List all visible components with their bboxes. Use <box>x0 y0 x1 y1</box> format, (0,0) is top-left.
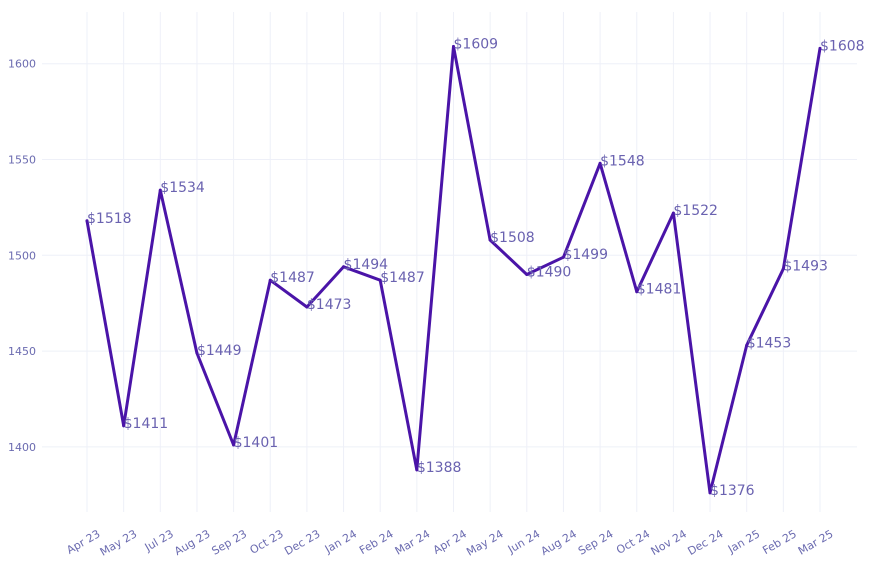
x-tick-label: Aug 24 <box>539 527 579 558</box>
data-point <box>488 238 492 242</box>
data-point <box>598 161 602 165</box>
data-label: $1401 <box>234 435 279 451</box>
x-tick-label: Nov 24 <box>649 527 689 558</box>
data-point <box>122 424 126 428</box>
data-label: $1522 <box>673 203 718 219</box>
y-tick-label: 1500 <box>8 249 36 262</box>
series <box>85 44 822 495</box>
x-tick-label: Oct 23 <box>248 527 286 557</box>
x-tick-label: Feb 25 <box>760 527 799 557</box>
y-tick-label: 1450 <box>8 345 36 358</box>
data-point <box>708 491 712 495</box>
x-tick-label: May 23 <box>98 527 139 558</box>
data-point <box>415 468 419 472</box>
data-point <box>635 290 639 294</box>
data-point <box>195 351 199 355</box>
data-point <box>818 46 822 50</box>
y-tick-label: 1400 <box>8 441 36 454</box>
data-label: $1609 <box>454 36 499 52</box>
data-label: $1487 <box>270 270 315 286</box>
data-label: $1508 <box>490 230 535 246</box>
data-point <box>342 265 346 269</box>
data-label: $1473 <box>307 297 352 313</box>
data-label: $1487 <box>380 270 425 286</box>
x-tick-label: Feb 24 <box>357 527 396 557</box>
data-point <box>378 278 382 282</box>
x-tick-label: Dec 23 <box>282 527 322 558</box>
y-tick-label: 1550 <box>8 154 36 167</box>
x-tick-label: Jan 24 <box>322 527 359 556</box>
data-point <box>85 219 89 223</box>
data-label: $1449 <box>197 343 242 359</box>
data-point <box>561 255 565 259</box>
data-point <box>268 278 272 282</box>
x-tick-label: Sep 24 <box>576 527 616 557</box>
x-tick-label: Apr 24 <box>431 527 469 557</box>
data-labels: $1518 $1411 $1534 $1449 $1401 $1487 $1473 $1494… <box>87 36 865 498</box>
data-label: $1411 <box>124 416 169 432</box>
data-point <box>452 44 455 48</box>
data-label: $1548 <box>600 153 645 169</box>
x-tick-label: May 24 <box>464 527 505 558</box>
x-tick-label: Mar 24 <box>393 527 433 557</box>
data-label: $1493 <box>783 259 828 275</box>
x-tick-label: Sep 23 <box>209 527 249 557</box>
x-tick-label: Jan 25 <box>725 527 762 556</box>
y-tick-label: 1600 <box>8 58 36 71</box>
data-label: $1490 <box>527 264 572 280</box>
x-tick-label: Dec 24 <box>685 527 725 558</box>
data-label: $1453 <box>747 335 792 351</box>
data-label: $1388 <box>417 460 462 476</box>
x-tick-label: Mar 25 <box>796 527 836 557</box>
data-label: $1376 <box>710 483 755 499</box>
data-label: $1481 <box>637 282 682 298</box>
data-point <box>305 305 309 309</box>
data-label: $1608 <box>820 38 865 54</box>
y-axis: 1400 1450 1500 1550 1600 <box>8 58 36 454</box>
x-tick-label: Oct 24 <box>614 527 652 557</box>
data-point <box>525 272 529 276</box>
data-point <box>232 443 236 447</box>
data-label: $1534 <box>160 180 205 196</box>
data-point <box>671 211 675 215</box>
x-tick-label: Aug 23 <box>172 527 212 558</box>
data-point <box>745 343 749 347</box>
data-label: $1494 <box>344 257 389 273</box>
x-tick-label: Jul 23 <box>142 527 176 554</box>
data-point <box>781 267 785 271</box>
x-tick-label: Apr 23 <box>64 527 102 557</box>
data-label: $1518 <box>87 211 132 227</box>
x-tick-label: Jun 24 <box>505 527 542 556</box>
data-label: $1499 <box>563 247 608 263</box>
data-point <box>158 188 162 192</box>
